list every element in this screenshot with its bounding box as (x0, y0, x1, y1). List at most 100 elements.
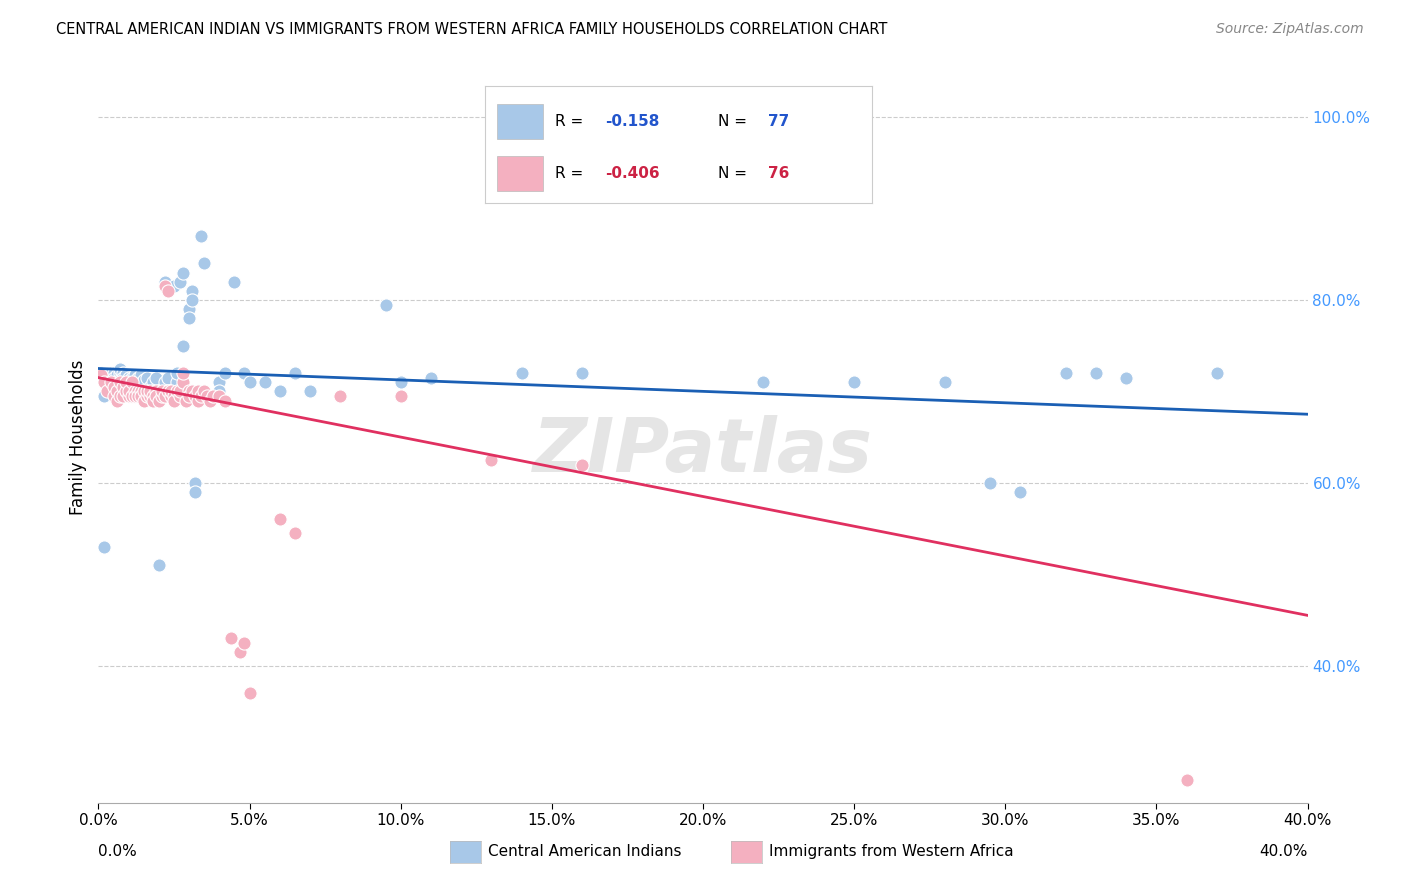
Point (299, 384, 322, 399)
Point (1085, 366, 1108, 380)
Point (153, 279, 176, 293)
Point (1115, 370, 1137, 384)
Point (169, 389, 191, 403)
Point (208, 376, 231, 390)
Point (420, 370, 443, 384)
Point (232, 636, 254, 650)
Point (105, 384, 128, 399)
Point (187, 384, 209, 399)
Point (156, 284, 179, 298)
Point (169, 275, 191, 289)
Point (239, 686, 262, 700)
Point (142, 389, 165, 403)
Point (190, 228, 212, 243)
Point (132, 384, 155, 399)
Point (214, 393, 236, 408)
Point (111, 384, 134, 399)
Point (127, 370, 149, 384)
Point (160, 389, 183, 403)
Point (148, 384, 170, 399)
Point (105, 368, 128, 382)
Point (139, 389, 162, 403)
Point (153, 275, 176, 289)
Point (181, 284, 204, 298)
Point (118, 384, 141, 399)
Point (374, 297, 396, 311)
Point (153, 389, 176, 403)
Point (124, 368, 146, 382)
Point (1054, 366, 1077, 380)
Point (163, 279, 186, 293)
Point (156, 384, 179, 399)
Point (100, 376, 122, 390)
Point (229, 645, 252, 659)
Point (172, 366, 194, 380)
Point (150, 384, 173, 399)
Point (145, 389, 167, 403)
Point (105, 389, 128, 403)
Point (132, 389, 155, 403)
Point (329, 389, 352, 403)
Point (100, 366, 122, 380)
Point (181, 293, 204, 307)
Point (108, 376, 131, 390)
Point (145, 370, 167, 384)
Point (160, 384, 183, 399)
Point (108, 361, 131, 376)
Point (187, 393, 209, 408)
Point (510, 366, 533, 380)
Point (114, 384, 136, 399)
Point (93, 540, 115, 554)
Text: 0.0%: 0.0% (98, 845, 138, 859)
Point (127, 384, 149, 399)
Point (124, 389, 146, 403)
Point (1010, 485, 1032, 500)
Point (118, 370, 141, 384)
Point (193, 384, 215, 399)
Point (202, 389, 225, 403)
Point (163, 393, 186, 408)
Point (179, 389, 201, 403)
Point (153, 376, 176, 390)
Point (208, 384, 231, 399)
Point (111, 366, 134, 380)
Point (200, 393, 222, 408)
Point (181, 384, 204, 399)
Text: Central American Indians: Central American Indians (488, 845, 682, 859)
Point (184, 485, 207, 500)
Point (124, 376, 146, 390)
Point (103, 366, 125, 380)
Point (90, 368, 112, 382)
Text: CENTRAL AMERICAN INDIAN VS IMMIGRANTS FROM WESTERN AFRICA FAMILY HOUSEHOLDS CORR: CENTRAL AMERICAN INDIAN VS IMMIGRANTS FR… (56, 22, 887, 37)
Point (121, 376, 143, 390)
Point (114, 376, 136, 390)
Point (979, 475, 1001, 490)
Point (571, 458, 593, 472)
Text: Source: ZipAtlas.com: Source: ZipAtlas.com (1216, 22, 1364, 37)
Text: ZIPatlas: ZIPatlas (533, 415, 873, 488)
Point (93, 389, 115, 403)
Point (174, 393, 197, 408)
Point (224, 275, 246, 289)
Point (111, 380, 134, 394)
Point (163, 389, 186, 403)
Point (184, 475, 207, 490)
Point (90, 366, 112, 380)
Point (103, 389, 125, 403)
Text: Immigrants from Western Africa: Immigrants from Western Africa (769, 845, 1014, 859)
Point (103, 370, 125, 384)
Point (150, 389, 173, 403)
Point (752, 376, 775, 390)
Point (129, 384, 152, 399)
Point (103, 380, 125, 394)
Point (172, 266, 194, 280)
Point (179, 311, 201, 326)
Point (156, 370, 179, 384)
Point (93, 376, 115, 390)
Point (111, 389, 134, 403)
Point (139, 389, 162, 403)
Point (135, 384, 157, 399)
Point (172, 339, 194, 353)
Point (214, 366, 236, 380)
Point (105, 384, 128, 399)
